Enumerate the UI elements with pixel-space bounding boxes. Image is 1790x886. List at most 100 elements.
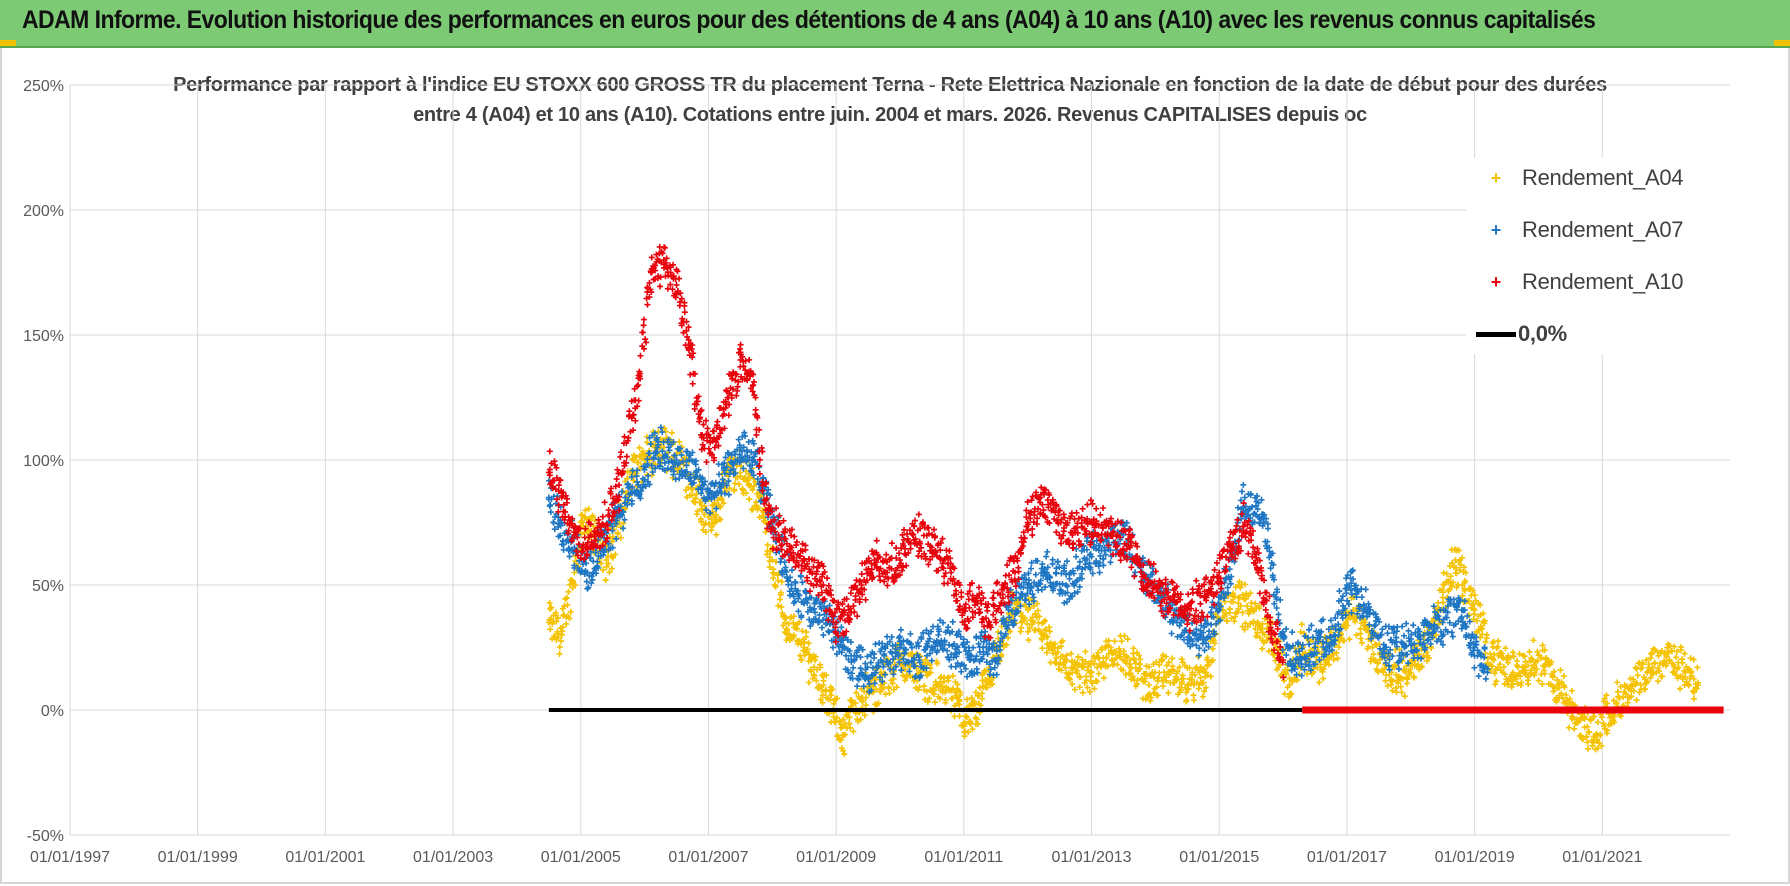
data-point: [1522, 658, 1529, 665]
data-point: [982, 676, 989, 683]
data-point: [1039, 645, 1046, 652]
data-point: [1398, 656, 1405, 663]
data-point: [925, 530, 932, 537]
data-point: [1574, 718, 1581, 725]
data-point: [1366, 603, 1373, 610]
data-point: [990, 611, 997, 618]
data-point: [1239, 592, 1246, 599]
data-point: [565, 588, 572, 595]
data-point: [567, 608, 574, 615]
data-point: [1029, 621, 1036, 628]
data-point: [702, 520, 709, 527]
data-point: [1510, 649, 1516, 656]
data-point: [1298, 621, 1305, 628]
data-point: [1367, 606, 1374, 613]
data-point: [759, 482, 766, 489]
data-point: [1681, 650, 1688, 657]
data-point: [792, 598, 799, 605]
data-point: [623, 459, 630, 466]
data-point: [553, 464, 560, 471]
data-point: [882, 691, 889, 698]
data-point: [587, 521, 594, 528]
data-point: [1418, 663, 1425, 670]
data-point: [563, 620, 570, 627]
data-point: [808, 668, 815, 675]
data-point: [1558, 690, 1565, 697]
data-point: [1651, 659, 1658, 666]
data-point: [651, 430, 658, 437]
data-point: [952, 663, 959, 670]
data-point: [1692, 684, 1699, 691]
data-point: [1083, 546, 1090, 553]
data-point: [637, 352, 644, 359]
data-point: [734, 446, 741, 453]
data-point: [897, 626, 904, 633]
data-point: [854, 647, 861, 654]
data-point: [547, 626, 554, 633]
data-point: [1663, 660, 1670, 667]
data-point: [573, 530, 580, 537]
data-point: [927, 661, 934, 668]
data-point: [1028, 559, 1035, 566]
data-point: [1424, 637, 1431, 644]
data-point: [843, 652, 850, 659]
data-point: [954, 597, 961, 604]
data-point: [1420, 640, 1427, 647]
data-point: [898, 641, 905, 648]
data-point: [1044, 633, 1051, 640]
data-point: [667, 281, 674, 288]
data-point: [1521, 653, 1528, 660]
data-point: [670, 261, 677, 268]
data-point: [681, 302, 688, 309]
data-point: [985, 601, 992, 608]
data-point: [1071, 686, 1078, 693]
data-point: [1404, 676, 1411, 683]
data-point: [1590, 713, 1597, 720]
data-point: [1079, 689, 1086, 696]
data-point: [1550, 688, 1557, 695]
data-point: [811, 672, 818, 679]
data-point: [866, 680, 873, 687]
data-point: [1319, 638, 1326, 645]
data-point: [934, 660, 941, 667]
data-point: [1095, 649, 1102, 656]
data-point: [922, 656, 929, 663]
data-point: [1004, 625, 1011, 632]
data-point: [1264, 538, 1271, 545]
data-point: [1201, 624, 1208, 631]
data-point: [1417, 636, 1424, 643]
data-point: [1132, 664, 1139, 671]
data-point: [583, 560, 590, 567]
data-point: [1568, 687, 1575, 694]
data-point: [1226, 606, 1233, 613]
data-point: [976, 609, 983, 616]
data-point: [594, 524, 601, 531]
data-point: [622, 505, 629, 512]
data-point: [772, 528, 779, 535]
data-point: [897, 560, 904, 567]
data-point: [927, 556, 934, 563]
data-point: [1358, 594, 1365, 601]
data-point: [917, 525, 924, 532]
data-point: [908, 644, 915, 651]
data-point: [732, 470, 739, 477]
data-point: [768, 508, 775, 515]
data-point: [715, 442, 722, 449]
data-point: [854, 613, 861, 620]
data-point: [1675, 664, 1682, 671]
data-point: [1173, 619, 1180, 626]
data-point: [1093, 558, 1100, 565]
data-point: [751, 378, 758, 385]
data-point: [798, 612, 805, 619]
data-point: [940, 565, 947, 572]
data-point: [725, 491, 732, 498]
data-point: [1105, 637, 1112, 644]
data-point: [895, 650, 902, 657]
data-point: [1013, 589, 1020, 596]
data-point: [737, 349, 744, 356]
data-point: [1603, 692, 1610, 699]
data-point: [931, 534, 938, 541]
data-point: [628, 415, 635, 422]
data-point: [628, 473, 635, 480]
data-point: [922, 646, 929, 653]
